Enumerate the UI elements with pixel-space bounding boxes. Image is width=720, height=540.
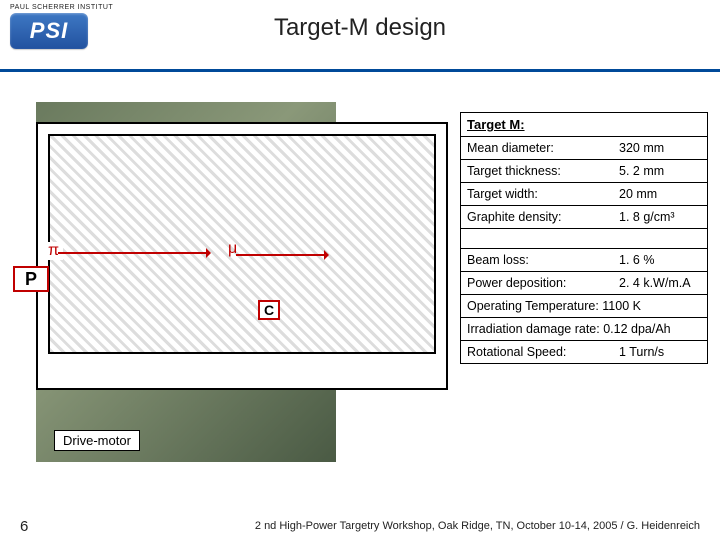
table-row: Beam loss:1. 6 % <box>461 249 707 272</box>
table-row: Rotational Speed:1 Turn/s <box>461 341 707 363</box>
table-value: 1 Turn/s <box>619 345 701 359</box>
beam-arrow-2 <box>236 254 326 256</box>
table-label: Power deposition: <box>467 276 619 290</box>
table-value: 320 mm <box>619 141 701 155</box>
table-row: Mean diameter:320 mm <box>461 137 707 160</box>
table-label: Beam loss: <box>467 253 619 267</box>
table-heading: Target M: <box>461 113 707 137</box>
page-number: 6 <box>20 518 28 535</box>
pi-label: π <box>44 242 63 260</box>
table-value: 20 mm <box>619 187 701 201</box>
table-value <box>619 233 701 244</box>
table-row: Graphite density:1. 8 g/cm³ <box>461 206 707 229</box>
table-row: Irradiation damage rate: 0.12 dpa/Ah <box>461 318 707 341</box>
table-value: 5. 2 mm <box>619 164 701 178</box>
engineering-drawing: π μ C <box>36 122 448 390</box>
table-row: Target width:20 mm <box>461 183 707 206</box>
institute-name: PAUL SCHERRER INSTITUT <box>10 4 113 11</box>
table-row: Power deposition:2. 4 k.W/m.A <box>461 272 707 295</box>
table-value: 2. 4 k.W/m.A <box>619 276 701 290</box>
spec-table: Target M: Mean diameter:320 mmTarget thi… <box>460 112 708 364</box>
table-row <box>461 229 707 249</box>
drive-motor-label: Drive-motor <box>54 430 140 451</box>
slide-title: Target-M design <box>0 14 720 42</box>
table-label: Target width: <box>467 187 619 201</box>
slide-header: PAUL SCHERRER INSTITUT PSI Target-M desi… <box>0 0 720 72</box>
carbon-box: C <box>258 300 280 320</box>
table-value: 1. 6 % <box>619 253 701 267</box>
table-label: Rotational Speed: <box>467 345 619 359</box>
footer-text: 2 nd High-Power Targetry Workshop, Oak R… <box>255 520 700 532</box>
table-row: Target thickness:5. 2 mm <box>461 160 707 183</box>
table-value: 1. 8 g/cm³ <box>619 210 701 224</box>
slide-content: π μ C P Drive-motor Target M: Mean diame… <box>0 72 720 476</box>
beam-arrow-1 <box>58 252 208 254</box>
table-row: Operating Temperature: 1100 K <box>461 295 707 318</box>
table-label <box>467 233 619 244</box>
table-label: Irradiation damage rate: 0.12 dpa/Ah <box>467 322 701 336</box>
table-label: Mean diameter: <box>467 141 619 155</box>
table-label: Target thickness: <box>467 164 619 178</box>
proton-badge: P <box>13 266 49 292</box>
table-label: Operating Temperature: 1100 K <box>467 299 701 313</box>
table-label: Graphite density: <box>467 210 619 224</box>
slide-footer: 6 2 nd High-Power Targetry Workshop, Oak… <box>0 512 720 540</box>
